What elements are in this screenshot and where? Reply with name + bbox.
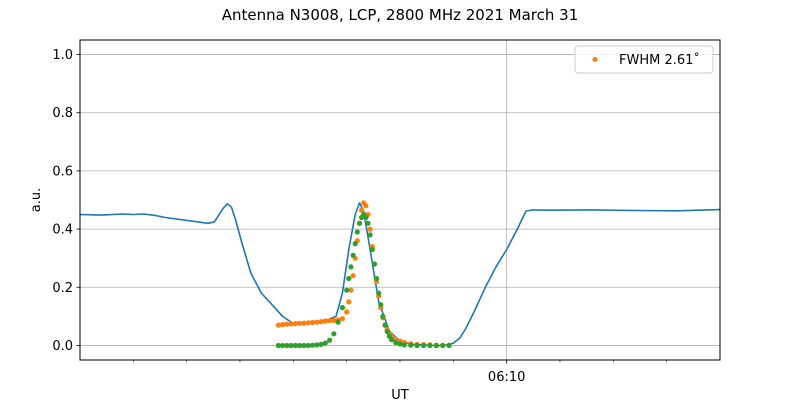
data-point-orange (314, 319, 320, 325)
data-point-orange (275, 322, 281, 328)
data-point-green (380, 313, 386, 319)
legend-box (574, 45, 714, 74)
data-point-green (384, 328, 390, 335)
data-point-green (309, 342, 316, 348)
series-line-measured (79, 202, 721, 347)
data-point-green (397, 341, 403, 347)
data-point-green (292, 342, 299, 349)
data-point-green (401, 342, 407, 348)
y-tick-label: 0.6 (52, 164, 73, 179)
data-point-green (305, 342, 311, 349)
data-point-green (367, 232, 373, 238)
data-point-green (354, 229, 360, 235)
data-point-green (433, 342, 439, 349)
data-point-green (420, 342, 427, 349)
data-point-green (344, 287, 350, 293)
data-point-orange (322, 318, 328, 324)
data-point-orange (297, 320, 303, 326)
data-point-orange (339, 316, 345, 322)
data-point-orange (346, 299, 352, 305)
data-point-green (356, 220, 363, 226)
data-point-orange (305, 320, 311, 326)
data-point-green (314, 342, 320, 348)
data-point-green (331, 331, 337, 337)
data-point-green (280, 342, 286, 349)
data-point-green (371, 261, 377, 267)
data-point-green (284, 342, 290, 349)
data-point-green (363, 214, 369, 221)
data-point-green (297, 342, 303, 349)
data-point-orange (331, 317, 337, 323)
y-tick-label: 1.0 (52, 48, 73, 63)
data-point-green (365, 220, 371, 226)
data-point-green (301, 342, 307, 349)
data-point-green (322, 340, 328, 346)
x-axis: 06:10 (133, 360, 667, 385)
data-point-green (288, 342, 294, 349)
data-point-orange (348, 287, 354, 293)
data-point-green (275, 342, 281, 349)
grid (80, 40, 720, 360)
data-point-green (393, 339, 399, 346)
data-point-orange (280, 321, 286, 328)
chart-title: Antenna N3008, LCP, 2800 MHz 2021 March … (222, 6, 579, 24)
data-point-orange (344, 309, 350, 315)
data-point-green (327, 337, 333, 343)
data-point-green (339, 305, 345, 311)
data-point-green (446, 342, 452, 349)
y-tick-label: 0.2 (52, 281, 73, 296)
data-point-green (408, 342, 414, 348)
data-point-orange (284, 321, 290, 327)
data-point-green (440, 342, 446, 349)
y-tick-label: 0.8 (52, 106, 73, 121)
data-point-green (373, 275, 380, 282)
data-point-green (352, 241, 358, 247)
data-point-green (382, 322, 388, 328)
data-point-green (318, 341, 324, 347)
data-point-green (346, 275, 352, 282)
y-axis-label: a.u. (29, 188, 44, 212)
data-point-green (369, 246, 375, 253)
data-point-green (378, 302, 384, 308)
data-point-green (348, 264, 354, 270)
data-point-green (335, 319, 341, 325)
data-point-green (427, 342, 433, 349)
data-point-green (388, 337, 395, 343)
legend-marker-orange (592, 57, 598, 62)
data-point-orange (367, 226, 373, 232)
x-axis-label: UT (391, 388, 409, 400)
data-point-green (350, 252, 356, 258)
data-point-orange (292, 321, 299, 327)
y-tick-label: 0.4 (52, 223, 73, 238)
data-point-green (376, 290, 382, 296)
data-point-orange (309, 319, 316, 326)
data-point-orange (288, 321, 294, 327)
legend-label-orange: FWHM 2.61˚ (619, 52, 700, 68)
data-point-orange (363, 203, 369, 209)
data-point-orange (301, 320, 307, 326)
y-tick-label: 0.0 (52, 339, 73, 354)
y-axis: 0.0 0.2 0.4 0.6 0.8 1.0 (52, 48, 80, 354)
plot-frame (79, 39, 721, 361)
plot-content (79, 200, 721, 349)
data-point-orange (327, 318, 333, 324)
data-point-orange (359, 207, 365, 213)
x-tick-label: 06:10 (488, 370, 525, 385)
data-point-green (414, 342, 420, 349)
legend: FWHM 2.61˚ (574, 45, 714, 74)
data-point-orange (350, 273, 356, 279)
data-point-orange (318, 319, 324, 325)
